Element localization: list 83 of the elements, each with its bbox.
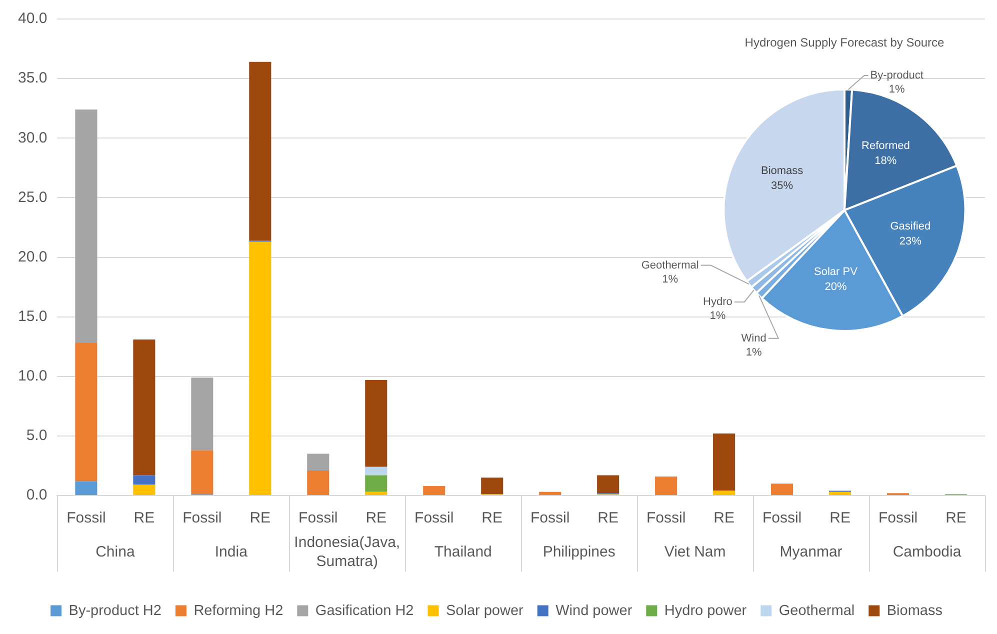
y-tick-label: 30.0: [18, 129, 48, 146]
bar: [307, 454, 330, 470]
legend-label: Gasification H2: [315, 602, 414, 619]
bar: [597, 475, 620, 494]
x-tick-label: RE: [946, 510, 966, 527]
bar: [365, 380, 388, 467]
x-tick-label: RE: [366, 510, 387, 527]
x-tick-label: RE: [134, 510, 155, 527]
bar: [481, 478, 504, 494]
text: India: [214, 544, 248, 561]
bar: [713, 434, 736, 491]
x-tick-label: Fossil: [762, 510, 802, 527]
bar: [423, 486, 446, 495]
bar: [365, 492, 388, 495]
text: Viet Nam: [664, 544, 726, 561]
slice-label: By-product: [870, 69, 924, 82]
x-tick-label: RE: [598, 510, 618, 527]
text: Thailand: [434, 544, 492, 561]
slice-label: Wind: [741, 332, 766, 344]
y-tick-label: 20.0: [18, 248, 48, 266]
legend-label: Solar power: [446, 602, 524, 619]
slice-label: Geothermal: [641, 259, 699, 272]
legend-label: Wind power: [556, 602, 632, 619]
legend-label: Geothermal: [778, 602, 855, 619]
bar: [365, 475, 388, 492]
legend-label: Hydro power: [664, 602, 747, 619]
data-label: 1%: [662, 273, 678, 286]
y-tick-label: 35.0: [18, 70, 48, 87]
slice-label: Reformed: [862, 140, 910, 152]
x-tick-label: Fossil: [530, 510, 570, 527]
text: China: [96, 544, 136, 561]
bar: [133, 475, 156, 485]
x-tick-label: Fossil: [878, 510, 918, 527]
legend-label: By-product H2: [68, 602, 162, 619]
x-tick-label: Fossil: [414, 510, 454, 527]
slice-label: Solar PV: [814, 266, 858, 278]
x-tick-label: RE: [830, 510, 850, 527]
bar: [75, 110, 98, 344]
data-label: 1%: [888, 83, 906, 96]
bar: [191, 450, 214, 494]
bar: [75, 343, 98, 482]
bar: [655, 476, 678, 495]
x-tick-label: Fossil: [66, 510, 106, 527]
bar: [365, 466, 388, 476]
bar: [713, 490, 736, 495]
legend-label: Biomass: [886, 602, 942, 619]
bar: [191, 378, 214, 450]
bar: [307, 470, 330, 495]
text: Myanmar: [780, 544, 842, 561]
data-label: 20%: [824, 281, 847, 294]
bar: [133, 339, 156, 476]
x-tick-label: Fossil: [646, 510, 686, 527]
x-tick-label: RE: [250, 510, 271, 527]
data-label: 1%: [746, 346, 762, 358]
y-tick-label: 10.0: [18, 368, 48, 385]
x-tick-label: Fossil: [182, 510, 222, 527]
text: Cambodia: [892, 544, 962, 561]
y-tick-label: 5.0: [26, 427, 48, 444]
y-tick-label: 25.0: [18, 188, 48, 206]
data-label: 1%: [710, 310, 726, 322]
bar: [133, 484, 156, 495]
y-tick-label: 15.0: [18, 308, 48, 325]
text: Indonesia(Java, Sumatra): [294, 534, 400, 570]
x-tick-label: Fossil: [298, 510, 338, 527]
x-tick-label: RE: [482, 510, 503, 527]
text: Philippines: [542, 544, 616, 561]
data-label: 23%: [899, 235, 922, 248]
y-tick-label: 40.0: [18, 10, 48, 28]
bar: [539, 492, 562, 495]
slice-label: Gasified: [890, 220, 931, 232]
data-label: 35%: [771, 180, 794, 192]
data-label: 18%: [874, 155, 897, 168]
x-tick-label: RE: [714, 510, 734, 527]
chart-title: Hydrogen Supply Forecast by Source: [744, 36, 945, 50]
slice-label: Biomass: [760, 164, 804, 177]
slice-label: Hydro: [703, 296, 732, 308]
bar: [771, 484, 794, 495]
y-tick-label: 0.0: [26, 486, 48, 504]
bar: [249, 62, 272, 241]
bar: [249, 242, 272, 495]
legend-label: Reforming H2: [194, 602, 284, 619]
bar: [829, 492, 852, 495]
bar: [75, 481, 98, 495]
